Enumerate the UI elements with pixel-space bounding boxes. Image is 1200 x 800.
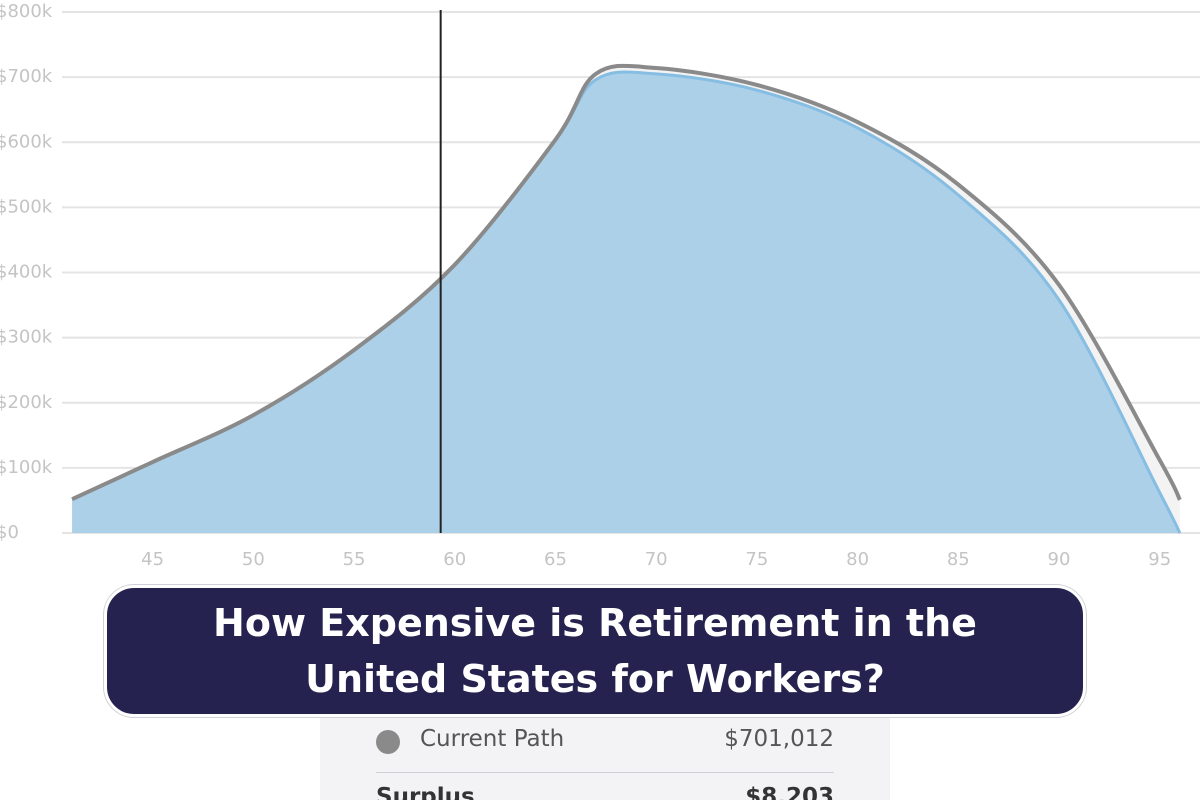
y-tick-label: $300k [0,327,53,348]
legend-swatch [376,730,400,754]
x-tick-label: 90 [1048,549,1071,570]
x-tick-label: 70 [645,549,668,570]
summary-row: Current Path $701,012 [420,726,834,752]
legend-label: Current Path [420,726,565,752]
y-tick-label: $100k [0,457,53,478]
y-tick-label: $400k [0,262,53,283]
summary-label: Surplus [376,784,475,800]
summary-value: $8,203 [745,784,834,800]
y-tick-label: $600k [0,131,53,152]
x-tick-label: 55 [343,549,366,570]
summary-value: $701,012 [724,726,834,752]
y-tick-label: $200k [0,392,53,413]
x-tick-label: 85 [947,549,970,570]
summary-panel: Current Path $701,012 Surplus $8,203 [320,718,890,800]
summary-row: Surplus $8,203 [376,784,834,800]
x-tick-label: 95 [1148,549,1171,570]
x-tick-label: 45 [141,549,164,570]
x-tick-label: 65 [544,549,567,570]
banner-title: How Expensive is Retirement in the Unite… [213,601,977,701]
x-tick-label: 60 [443,549,466,570]
y-tick-label: $800k [0,1,53,22]
chart: $0 $100k $200k $300k $400k $500k $600k $700k $80… [0,1,1200,570]
x-tick-label: 80 [846,549,869,570]
x-tick-label: 50 [242,549,265,570]
banner: How Expensive is Retirement in the Unite… [104,585,1086,717]
y-tick-label: $700k [0,66,53,87]
y-tick-label: $500k [0,196,53,217]
area-fill [72,71,1180,533]
divider [376,772,834,773]
y-tick-label: $0 [0,522,19,543]
x-tick-label: 75 [745,549,768,570]
line [71,63,1182,501]
